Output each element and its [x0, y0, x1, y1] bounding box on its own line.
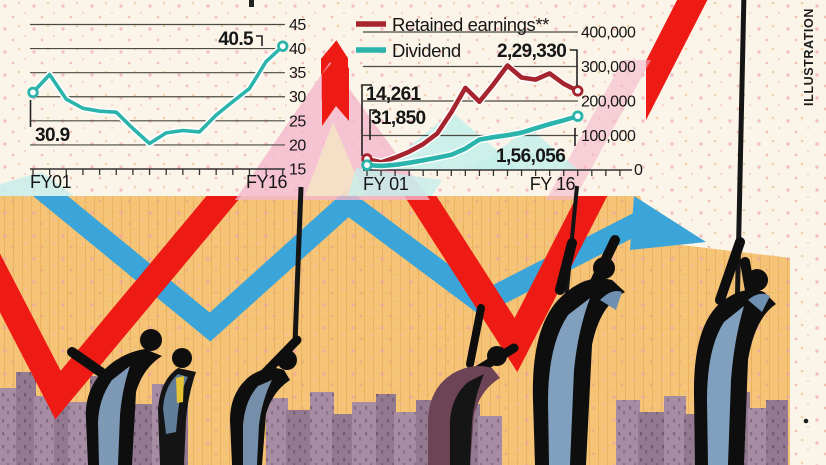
- figures: [67, 235, 776, 465]
- series-line-dividend: [364, 113, 581, 169]
- figure-1-holding-red-arrow: [67, 329, 196, 465]
- annotation-bracket: [369, 109, 377, 140]
- start-point-marker: [27, 86, 39, 99]
- yellow-mountain: [305, 122, 365, 196]
- stray-dot: [803, 418, 809, 424]
- y-tick-label: 35: [289, 65, 306, 82]
- y-tick-label: 45: [289, 17, 306, 34]
- series-line-retained-earnings: [364, 63, 581, 165]
- blue-trend-arrow: [0, 140, 706, 342]
- y-tick-label: 30: [289, 89, 306, 106]
- annotation-start-value: 30.9: [35, 125, 70, 146]
- retained-dividend-chart: 400,000 300,000 200,000 100,000 0 Retained ea…: [356, 14, 644, 194]
- y-tick-label: 300,000: [581, 59, 636, 76]
- figure-5-holding-tall-pole: [693, 237, 776, 465]
- pole-tall: [734, 0, 747, 319]
- y-tick-label: 15: [289, 162, 306, 179]
- x-axis-label-last: FY16: [246, 172, 288, 192]
- y-tick-label-zero: 0: [634, 162, 643, 179]
- red-zigzag-apex: [322, 58, 349, 126]
- legend-label-retained-earnings: Retained earnings**: [392, 14, 549, 35]
- legend: Retained earnings** Dividend: [356, 14, 550, 61]
- annotation-14261: 14,261: [366, 84, 422, 105]
- pole-left-chart: [292, 186, 304, 345]
- x-axis-label-last: FY 16: [530, 174, 576, 194]
- blue-arrowhead: [630, 196, 706, 250]
- y-tick-label: 20: [289, 137, 306, 154]
- cyan-mountains: [0, 112, 578, 196]
- y-tick-label: 200,000: [581, 94, 636, 111]
- start-point-marker: [361, 159, 373, 171]
- cropped-text-fragment: [249, 0, 254, 7]
- annotation-bracket: [570, 49, 578, 86]
- end-point-marker: [277, 40, 289, 52]
- annotation-end-value: 40.5: [218, 29, 254, 50]
- end-point-marker: [572, 110, 584, 122]
- figure-2-holding-pole: [230, 335, 302, 465]
- series-line-ratio: [31, 44, 285, 146]
- annotation-229330: 2,29,330: [497, 41, 566, 62]
- legend-label-dividend: Dividend: [392, 40, 461, 61]
- ratio-line-chart: 45 40 35 30 25 20 15 FY01 FY16 30.9 40.5: [27, 17, 307, 192]
- annotation-bracket: [256, 35, 263, 46]
- y-tick-label: 100,000: [581, 128, 636, 145]
- figure-3-holding-red-v: [428, 304, 519, 465]
- end-point-marker: [572, 85, 584, 97]
- figure-4-holding-blue-arrow: [532, 235, 625, 465]
- y-tick-label: 400,000: [581, 25, 636, 42]
- y-tick-label: 25: [289, 113, 306, 130]
- annotation-bracket: [361, 84, 372, 156]
- annotation-156056: 1,56,056: [496, 146, 565, 167]
- annotation-31850: 31,850: [371, 108, 426, 129]
- x-axis-label-first: FY01: [30, 172, 72, 192]
- series-line-casing: [29, 42, 287, 147]
- y-tick-label: 40: [289, 41, 306, 58]
- x-axis-label-first: FY 01: [363, 174, 409, 194]
- illustration-credit: ILLUSTRATION: [802, 8, 816, 106]
